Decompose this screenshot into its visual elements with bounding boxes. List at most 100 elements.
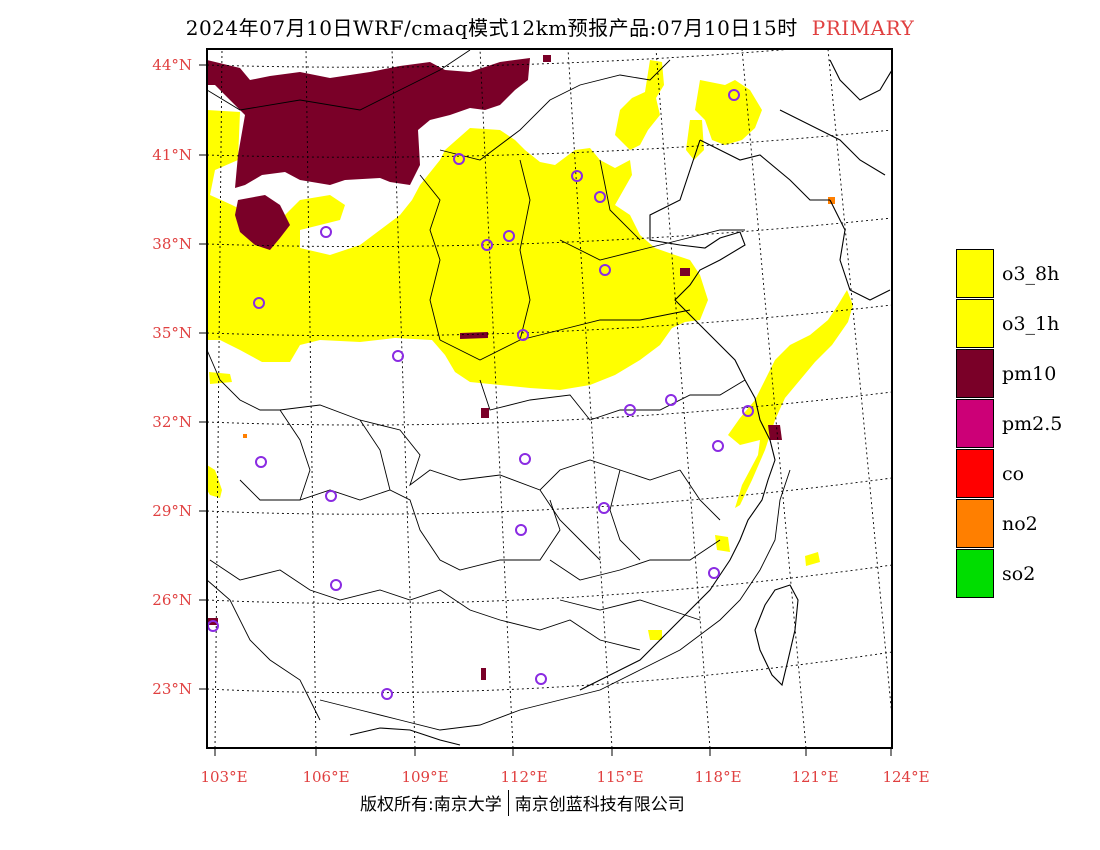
border-west: [207, 349, 321, 721]
graticule-lat-44: [207, 49, 799, 68]
legend-label: pm2.5: [1002, 413, 1063, 435]
graticule-lat-26: [207, 564, 892, 604]
pm10-region-north: [207, 58, 530, 188]
lat-label-41: 41°N: [152, 146, 192, 164]
station-marker: [325, 490, 337, 502]
coast-bohai: [579, 139, 776, 691]
pm10-dot-4: [768, 425, 782, 440]
graticule-lat-38: [207, 217, 892, 247]
graticule-lon-106: [305, 49, 317, 748]
pm10-dot-5: [543, 55, 551, 62]
graticule: [207, 49, 892, 748]
station-marker: [599, 264, 611, 276]
legend-swatch: [956, 299, 994, 348]
legend-swatch: [956, 399, 994, 448]
coast-northeast: [779, 59, 892, 176]
o3-region-east-coast: [728, 290, 853, 508]
border-inner-mongolia: [207, 49, 671, 161]
station-marker: [712, 440, 724, 452]
border-central-east: [439, 309, 746, 421]
graticule-lat-32: [207, 391, 892, 426]
lat-label-23: 23°N: [152, 680, 192, 698]
station-marker: [392, 350, 404, 362]
lon-label-115: 115°E: [596, 768, 643, 786]
o3-region-coast-dot-1: [715, 535, 730, 552]
pm10-dot-3: [481, 408, 489, 418]
graticule-lon-112: [479, 49, 514, 748]
station-marker: [665, 394, 677, 406]
border-south-1: [239, 479, 561, 571]
legend-item-no2: no2: [956, 499, 1096, 549]
graticule-lon-121: [741, 49, 807, 748]
station-marker: [519, 453, 531, 465]
lat-label-44: 44°N: [152, 56, 192, 74]
map-content: [207, 49, 892, 748]
station-marker: [381, 688, 393, 700]
graticule-lon-103: [214, 49, 223, 748]
graticule-lon-109: [391, 49, 416, 748]
primary-tag: PRIMARY: [811, 16, 915, 40]
station-marker: [535, 673, 547, 685]
coastlines: [349, 59, 892, 746]
pm10-dot-1: [680, 268, 690, 276]
legend-swatch: [956, 449, 994, 498]
station-marker: [255, 456, 267, 468]
lon-label-121: 121°E: [791, 768, 838, 786]
lon-label-124: 124°E: [882, 768, 929, 786]
copyright-footer: 版权所有:南京大学 南京创蓝科技有限公司: [360, 790, 685, 816]
lat-axis: 44°N 41°N 38°N 35°N 32°N 29°N 26°N 23°N: [152, 56, 207, 698]
pm10-regions: [207, 55, 782, 680]
lat-label-35: 35°N: [152, 324, 192, 342]
lat-label-38: 38°N: [152, 235, 192, 253]
lon-label-109: 109°E: [401, 768, 448, 786]
station-marker: [598, 502, 610, 514]
station-marker: [742, 405, 754, 417]
lon-label-112: 112°E: [500, 768, 547, 786]
o3-region-northeast-1: [615, 60, 664, 150]
lat-label-26: 26°N: [152, 591, 192, 609]
station-marker: [517, 329, 529, 341]
graticule-lat-23: [207, 651, 892, 694]
pm10-dot-2: [460, 332, 488, 339]
legend-item-o3-1h: o3_1h: [956, 299, 1096, 349]
coast-liaodong: [699, 139, 830, 201]
legend-label: o3_1h: [1002, 313, 1060, 335]
o3-region-west-dot: [209, 372, 232, 384]
coast-korea: [829, 199, 891, 301]
graticule-lat-29: [207, 477, 892, 515]
o3-region-north-china: [207, 110, 708, 390]
station-marker: [708, 567, 720, 579]
border-north-china: [419, 159, 745, 341]
lon-label-103: 103°E: [200, 768, 247, 786]
border-central: [279, 404, 681, 491]
copyright-left: 版权所有:南京大学: [360, 795, 502, 815]
station-marker: [453, 153, 465, 165]
lat-label-32: 32°N: [152, 413, 192, 431]
station-marker: [624, 404, 636, 416]
o3-region-southwest-edge: [207, 465, 222, 498]
legend-label: o3_8h: [1002, 263, 1060, 285]
lon-axis: 103°E 106°E 109°E 112°E 115°E 118°E 121°…: [200, 748, 930, 786]
no2-spot-2: [243, 434, 247, 438]
o3-region-northeast-2: [695, 80, 762, 145]
o3-region-northeast-3: [686, 120, 704, 160]
legend-swatch: [956, 349, 994, 398]
graticule-lat-35: [207, 304, 892, 337]
legend-label: co: [1002, 463, 1025, 485]
station-marker: [320, 226, 332, 238]
legend-item-pm25: pm2.5: [956, 399, 1096, 449]
o3-region-west: [207, 255, 230, 330]
station-marker: [253, 297, 265, 309]
graticule-lat-41: [207, 129, 892, 158]
map-title: 2024年07月10日WRF/cmaq模式12km预报产品:07月10日15时 P…: [0, 12, 1100, 41]
pm10-region-north-2: [235, 195, 290, 250]
graticule-lon-115: [567, 49, 613, 748]
legend-swatch: [956, 249, 994, 298]
copyright-right: 南京创蓝科技有限公司: [514, 795, 685, 815]
footer-separator: [507, 790, 509, 816]
legend-label: pm10: [1002, 363, 1057, 385]
pm10-dot-7: [481, 668, 486, 680]
graticule-lon-118: [655, 49, 711, 748]
no2-spot-1: [828, 197, 835, 204]
